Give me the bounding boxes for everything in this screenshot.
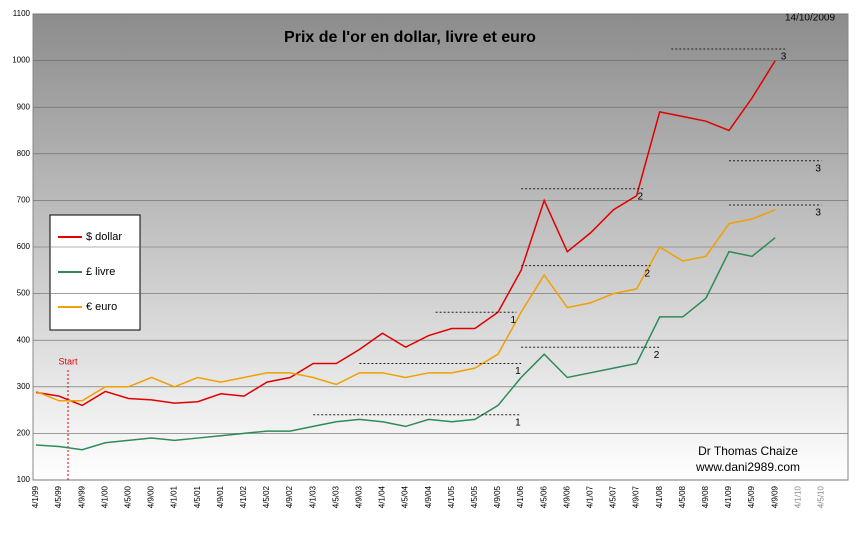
y-tick-label: 300 bbox=[17, 382, 31, 391]
x-tick-label: 4/9/00 bbox=[147, 485, 156, 508]
x-tick-label: 4/1/08 bbox=[655, 485, 664, 508]
x-tick-label: 4/5/99 bbox=[54, 485, 63, 508]
x-tick-label: 4/9/03 bbox=[355, 485, 364, 508]
series-line bbox=[35, 60, 776, 407]
x-tick-label: 4/1/00 bbox=[100, 485, 109, 508]
series-line bbox=[35, 209, 776, 402]
x-tick-label: 4/9/09 bbox=[770, 485, 779, 508]
series-line bbox=[35, 237, 776, 451]
reference-label: 3 bbox=[815, 163, 821, 174]
x-tick-label: 4/1/05 bbox=[447, 485, 456, 508]
x-tick-label: 4/1/02 bbox=[239, 485, 248, 508]
x-tick-label: 4/5/02 bbox=[262, 485, 271, 508]
x-tick-label: 4/5/10 bbox=[817, 485, 826, 508]
y-tick-label: 200 bbox=[17, 429, 31, 438]
y-tick-label: 400 bbox=[17, 335, 31, 344]
date-note: 14/10/2009 bbox=[785, 13, 835, 24]
x-tick-label: 4/5/05 bbox=[470, 485, 479, 508]
reference-label: 1 bbox=[510, 315, 516, 326]
y-tick-label: 600 bbox=[17, 242, 31, 251]
x-tick-label: 4/5/06 bbox=[539, 485, 548, 508]
x-tick-label: 4/9/06 bbox=[562, 485, 571, 508]
start-label: Start bbox=[58, 356, 78, 366]
y-tick-label: 700 bbox=[17, 196, 31, 205]
x-tick-label: 4/9/05 bbox=[493, 485, 502, 508]
reference-label: 2 bbox=[654, 350, 660, 361]
reference-label: 1 bbox=[515, 366, 521, 377]
x-tick-label: 4/9/01 bbox=[216, 485, 225, 508]
x-tick-label: 4/5/08 bbox=[678, 485, 687, 508]
y-tick-label: 1100 bbox=[13, 9, 31, 18]
x-tick-label: 4/1/06 bbox=[516, 485, 525, 508]
website: www.dani2989.com bbox=[695, 460, 800, 474]
y-tick-label: 500 bbox=[17, 289, 31, 298]
legend-label: € euro bbox=[86, 301, 117, 313]
x-tick-label: 4/5/00 bbox=[124, 485, 133, 508]
x-tick-label: 4/9/08 bbox=[701, 485, 710, 508]
x-tick-label: 4/1/01 bbox=[170, 485, 179, 508]
x-tick-label: 4/9/07 bbox=[632, 485, 641, 508]
legend-label: £ livre bbox=[86, 266, 115, 278]
y-tick-label: 1000 bbox=[12, 56, 30, 65]
x-tick-label: 4/1/03 bbox=[308, 485, 317, 508]
x-tick-label: 4/5/09 bbox=[747, 485, 756, 508]
reference-label: 3 bbox=[781, 52, 787, 63]
chart-title: Prix de l'or en dollar, livre et euro bbox=[284, 29, 536, 46]
x-tick-label: 4/5/01 bbox=[193, 485, 202, 508]
reference-label: 2 bbox=[644, 268, 650, 279]
reference-label: 1 bbox=[515, 417, 521, 428]
legend-label: $ dollar bbox=[86, 231, 122, 243]
credit: Dr Thomas Chaize bbox=[698, 444, 798, 458]
y-tick-label: 800 bbox=[17, 149, 31, 158]
reference-label: 2 bbox=[638, 191, 644, 202]
x-tick-label: 4/5/07 bbox=[609, 485, 618, 508]
reference-label: 3 bbox=[815, 208, 821, 219]
y-tick-label: 900 bbox=[17, 102, 31, 111]
x-tick-label: 4/9/02 bbox=[285, 485, 294, 508]
x-tick-label: 4/9/99 bbox=[77, 485, 86, 508]
x-tick-label: 4/9/04 bbox=[424, 485, 433, 508]
x-tick-label: 4/1/07 bbox=[586, 485, 595, 508]
x-tick-label: 4/1/10 bbox=[793, 485, 802, 508]
x-tick-label: 4/5/04 bbox=[401, 485, 410, 508]
x-tick-label: 4/1/99 bbox=[31, 485, 40, 508]
x-tick-label: 4/5/03 bbox=[331, 485, 340, 508]
x-tick-label: 4/1/09 bbox=[724, 485, 733, 508]
x-tick-label: 4/1/04 bbox=[378, 485, 387, 508]
y-tick-label: 100 bbox=[17, 475, 31, 484]
